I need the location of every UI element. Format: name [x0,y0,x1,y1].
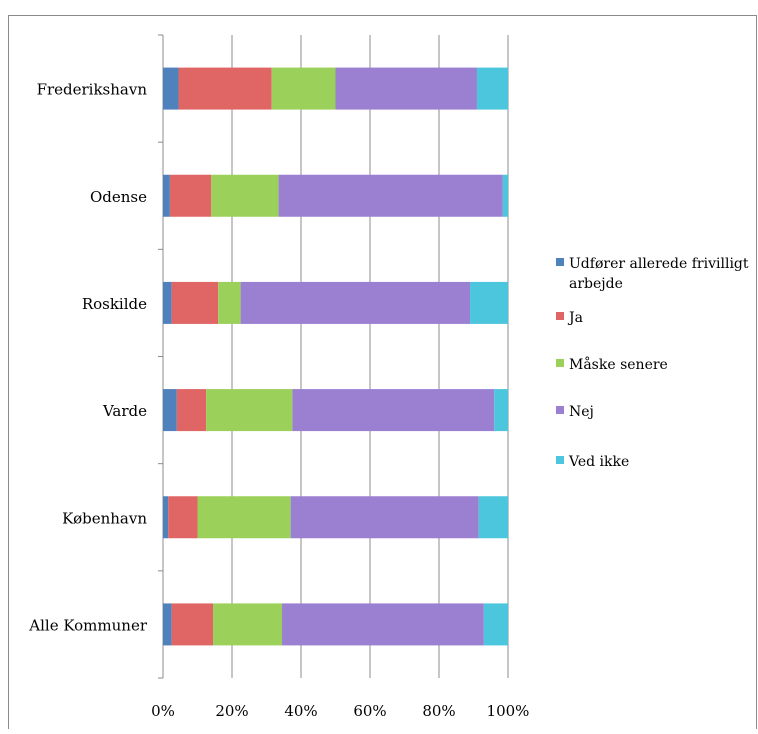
bar-segment [476,67,508,110]
x-tick-label: 40% [284,702,317,720]
legend-label: Ja [567,310,583,326]
bar-segment [168,496,198,539]
x-tick-label: 60% [353,702,386,720]
bar-segment [478,496,508,539]
bar-segment [171,281,219,324]
legend-label: Ved ikke [568,454,629,470]
legend-swatch [556,312,564,320]
legend-swatch [556,456,564,464]
category-label: Roskilde [82,295,147,313]
bar-segment [494,389,508,432]
bar-segment [335,67,477,110]
category-label: Alle Kommuner [28,616,148,634]
x-tick-label: 20% [215,702,248,720]
bar-segment [176,389,207,432]
legend-label: Måske senere [569,356,668,373]
bar-segment [240,281,471,324]
bar-segment [163,174,170,217]
chart-frame [8,15,757,729]
bar-segment [163,496,169,539]
x-tick-label: 0% [151,702,175,720]
bar-segment [282,603,484,646]
bar-segment [483,603,508,646]
legend-label: Nej [569,404,594,420]
legend-swatch [556,406,564,414]
bar-segment [213,603,283,646]
category-label: Odense [90,188,147,206]
bar-segment [163,67,179,110]
bar-segment [197,496,291,539]
bar-segment [163,281,172,324]
x-tick-label: 100% [487,702,530,720]
category-label: København [62,509,147,527]
bar-segment [292,389,495,432]
bar-segment [163,389,177,432]
bar-segment [218,281,241,324]
legend-swatch [556,359,564,367]
category-label: Frederikshavn [37,81,148,99]
category-label: Varde [102,402,147,420]
bar-segment [163,603,172,646]
bar-segment [290,496,479,539]
bar-segment [470,281,508,324]
x-tick-label: 80% [422,702,455,720]
legend-label: Udfører allerede frivilligt arbejde [569,256,749,292]
legend-swatch [556,258,564,266]
bar-segment [271,67,336,110]
bar-segment [278,174,503,217]
bar-segment [169,174,212,217]
bar-segment [178,67,272,110]
bar-segment [171,603,214,646]
bar-segment [206,389,293,432]
bar-segment [211,174,279,217]
bar-segment [502,174,508,217]
